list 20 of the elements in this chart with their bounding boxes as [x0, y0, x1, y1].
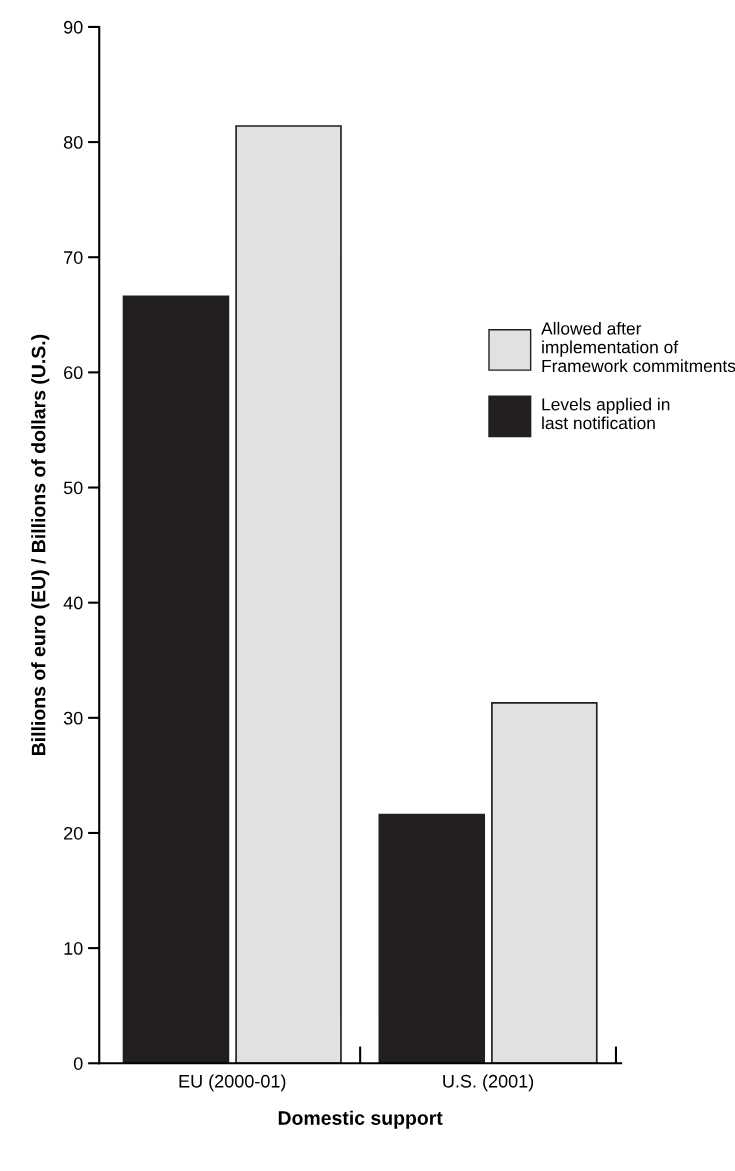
y-tick-label: 30 — [63, 711, 83, 725]
legend-label: Allowed after implementation of Framework commitments — [541, 321, 735, 373]
y-tick-label: 80 — [63, 136, 83, 149]
legend-label: Levels applied in last notification — [542, 397, 670, 430]
y-tick-label: 40 — [63, 596, 83, 610]
y-tick-label: 20 — [64, 826, 83, 840]
y-tick-label: 50 — [63, 481, 83, 495]
x-tick-label: EU (2000-01) — [179, 1074, 286, 1092]
bar — [122, 295, 230, 1064]
y-tick-label: 10 — [64, 942, 83, 955]
x-axis-title: Domestic support — [278, 1110, 443, 1129]
y-axis-title: Billions of euro (EU) / Billions of dollars (U.S.) — [31, 334, 50, 755]
bar — [491, 702, 598, 1064]
y-tick-label: 0 — [73, 1057, 83, 1070]
y-tick-label: 70 — [64, 251, 83, 264]
y-tick-label: 90 — [64, 20, 83, 34]
x-tick-label: U.S. (2001) — [443, 1074, 534, 1092]
bar — [378, 813, 486, 1064]
y-tick-label: 60 — [64, 366, 83, 380]
bar — [235, 125, 342, 1064]
